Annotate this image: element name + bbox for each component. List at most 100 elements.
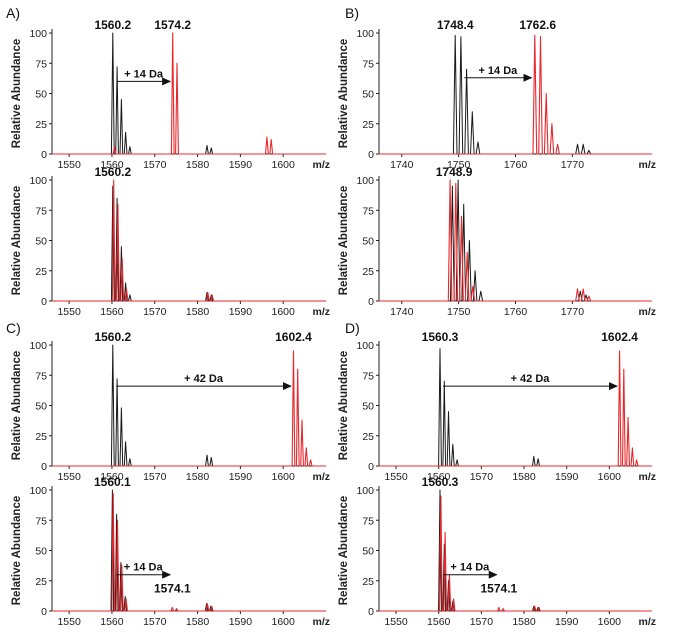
y-tick-label: 25 [35, 431, 47, 443]
y-axis-label: Relative Abundance [338, 39, 350, 149]
y-tick-label: 25 [362, 431, 374, 443]
mass-shift-label: + 14 Da [478, 65, 518, 77]
y-axis-label: Relative Abundance [11, 351, 23, 461]
peak-label: 1560.2 [94, 330, 131, 344]
y-axis-label: Relative Abundance [11, 496, 23, 606]
x-tick-label: 1580 [186, 159, 210, 171]
x-tick-label: 1550 [57, 616, 81, 628]
x-tick-label: 1580 [186, 616, 210, 628]
y-tick-label: 50 [362, 401, 374, 413]
x-axis-unit-label: m/z [638, 471, 656, 483]
y-tick-label: 0 [368, 606, 374, 618]
y-tick-label: 50 [35, 236, 47, 248]
x-tick-label: 1760 [504, 159, 528, 171]
peak-label: 1574.2 [154, 18, 191, 32]
peak-label: 1762.6 [519, 18, 556, 32]
y-tick-label: 0 [368, 296, 374, 308]
x-tick-label: 1580 [512, 471, 536, 483]
spectrum-panel-c-top: C) Relative Abundance 0 25 50 75 100 1550 1560 15… [6, 320, 330, 483]
y-tick-label: 100 [29, 485, 47, 497]
y-tick-label: 100 [29, 175, 47, 187]
x-tick-label: 1570 [143, 306, 167, 318]
x-tick-label: 1560 [100, 471, 124, 483]
x-axis-unit-label: m/z [312, 471, 330, 483]
black-spectrum-trace [379, 179, 652, 302]
panel-letter: B) [345, 5, 359, 21]
y-tick-label: 50 [362, 546, 374, 558]
black-spectrum-trace [52, 32, 326, 155]
x-tick-label: 1590 [229, 616, 253, 628]
x-tick-label: 1590 [229, 159, 253, 171]
x-axis-unit-label: m/z [312, 616, 330, 628]
x-axis-unit-label: m/z [312, 159, 330, 171]
x-tick-label: 1590 [229, 471, 253, 483]
spectrum-panel-a-bottom: Relative Abundance 0 25 50 75 100 1550 1560 1570… [11, 165, 330, 318]
y-tick-label: 25 [35, 266, 47, 278]
x-tick-label: 1570 [143, 471, 167, 483]
y-tick-label: 75 [362, 370, 374, 382]
peak-label: 1560.2 [94, 165, 131, 179]
y-tick-label: 100 [356, 485, 374, 497]
y-tick-label: 100 [29, 340, 47, 352]
red-spectrum-trace [379, 350, 652, 467]
x-tick-label: 1560 [100, 616, 124, 628]
y-tick-label: 25 [35, 119, 47, 131]
x-tick-label: 1560 [427, 616, 451, 628]
x-axis-unit-label: m/z [312, 306, 330, 318]
x-tick-label: 1580 [186, 471, 210, 483]
y-tick-label: 100 [29, 28, 47, 40]
x-tick-label: 1570 [143, 159, 167, 171]
black-spectrum-trace [52, 344, 326, 467]
spectrum-panel-b-top: B) Relative Abundance 0 25 50 75 100 1740 1750 17… [338, 5, 656, 171]
peak-label: 1560.2 [94, 18, 131, 32]
x-tick-label: 1590 [229, 306, 253, 318]
black-spectrum-trace [52, 185, 326, 302]
x-tick-label: 1550 [384, 616, 408, 628]
y-tick-label: 25 [362, 119, 374, 131]
y-axis-label: Relative Abundance [338, 496, 350, 606]
x-tick-label: 1600 [598, 471, 622, 483]
y-axis-label: Relative Abundance [11, 186, 23, 296]
peak-label: 1560.1 [94, 475, 131, 489]
x-tick-label: 1550 [384, 471, 408, 483]
x-tick-label: 1580 [186, 306, 210, 318]
y-axis-label: Relative Abundance [11, 39, 23, 149]
red-spectrum-trace [379, 495, 652, 612]
peak-label: 1602.4 [601, 330, 638, 344]
x-tick-label: 1600 [272, 616, 296, 628]
x-tick-label: 1600 [598, 616, 622, 628]
x-tick-label: 1560 [100, 306, 124, 318]
y-tick-label: 0 [41, 461, 47, 473]
x-tick-label: 1750 [447, 306, 471, 318]
x-tick-label: 1590 [555, 471, 579, 483]
y-tick-label: 0 [41, 149, 47, 161]
peak-label: 1602.4 [275, 330, 312, 344]
spectrum-panel-c-bottom: Relative Abundance 0 25 50 75 100 1550 1560 1570… [11, 475, 330, 628]
y-tick-label: 75 [362, 58, 374, 70]
x-tick-label: 1560 [100, 159, 124, 171]
y-tick-label: 75 [362, 205, 374, 217]
black-spectrum-trace [379, 348, 652, 467]
mass-shift-label: + 42 Da [511, 373, 551, 385]
y-tick-label: 75 [35, 515, 47, 527]
x-tick-label: 1770 [561, 306, 585, 318]
red-spectrum-trace [52, 179, 326, 302]
black-spectrum-trace [379, 34, 652, 155]
y-tick-label: 75 [35, 58, 47, 70]
x-tick-label: 1600 [272, 306, 296, 318]
y-tick-label: 0 [368, 461, 374, 473]
spectrum-panel-d-top: D) Relative Abundance 0 25 50 75 100 1550 1560 15… [338, 320, 656, 483]
mass-shift-label: + 14 Da [450, 562, 490, 574]
x-tick-label: 1600 [272, 471, 296, 483]
panel-letter: A) [6, 5, 20, 21]
y-tick-label: 25 [35, 576, 47, 588]
mass-shift-label: + 42 Da [184, 373, 224, 385]
y-tick-label: 50 [35, 89, 47, 101]
peak-label: 1748.4 [437, 18, 474, 32]
y-axis-label: Relative Abundance [338, 186, 350, 296]
x-tick-label: 1760 [504, 306, 528, 318]
x-tick-label: 1740 [390, 159, 414, 171]
y-tick-label: 75 [35, 370, 47, 382]
x-tick-label: 1770 [561, 159, 585, 171]
panel-letter: C) [6, 320, 21, 336]
